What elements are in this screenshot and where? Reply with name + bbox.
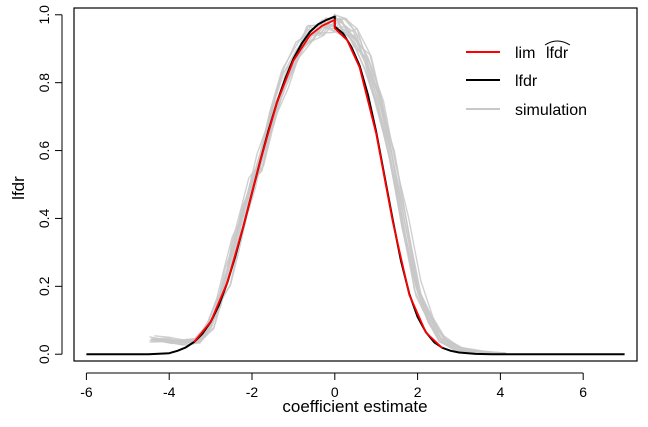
y-tick-label: 0.4 — [36, 209, 52, 229]
y-axis-title: lfdr — [9, 176, 28, 200]
series-layer — [86, 13, 625, 356]
simulation-series-line — [152, 13, 505, 354]
x-tick-label: -2 — [246, 384, 259, 400]
simulation-series-line — [151, 24, 503, 355]
y-axis: 0.0 0.2 0.4 0.6 0.8 1.0 — [36, 5, 63, 364]
lfdr-series-line — [86, 15, 625, 356]
legend-label-simulation: simulation — [515, 102, 587, 119]
x-axis: -6 -4 -2 0 2 4 6 — [80, 372, 587, 400]
lim-lfdr-series-line — [193, 19, 444, 349]
x-tick-label: 0 — [331, 384, 339, 400]
simulation-series-line — [152, 19, 505, 354]
legend-label-lfdr-hat: lfdr — [546, 45, 569, 62]
simulation-series-line — [155, 17, 508, 355]
hat-accent-icon — [544, 40, 571, 46]
plot-box — [73, 7, 638, 362]
simulation-series-line — [154, 14, 507, 355]
x-tick-label: -6 — [80, 384, 93, 400]
legend-label-lim: lim — [515, 45, 535, 62]
simulation-series-line — [150, 16, 503, 355]
y-tick-label: 0.6 — [36, 141, 52, 161]
y-tick-label: 0.8 — [36, 73, 52, 93]
legend-label-lfdr: lfdr — [515, 73, 538, 90]
simulation-series-line — [149, 23, 502, 355]
x-tick-label: 6 — [579, 384, 587, 400]
simulation-series-line — [149, 17, 502, 355]
simulation-series-line — [154, 17, 507, 355]
legend: lim lfdr lfdr simulation — [466, 40, 587, 119]
y-tick-label: 0.0 — [36, 344, 52, 364]
x-axis-title: coefficient estimate — [282, 397, 427, 416]
x-tick-label: 2 — [414, 384, 422, 400]
simulation-series-line — [149, 17, 502, 355]
simulation-series-line — [151, 18, 503, 355]
simulation-series-line — [152, 17, 505, 354]
y-tick-label: 0.2 — [36, 276, 52, 296]
x-tick-label: -4 — [163, 384, 176, 400]
simulation-series-line — [155, 22, 508, 355]
y-tick-label: 1.0 — [36, 5, 52, 25]
simulation-series-line — [154, 21, 507, 354]
x-tick-label: 4 — [496, 384, 504, 400]
